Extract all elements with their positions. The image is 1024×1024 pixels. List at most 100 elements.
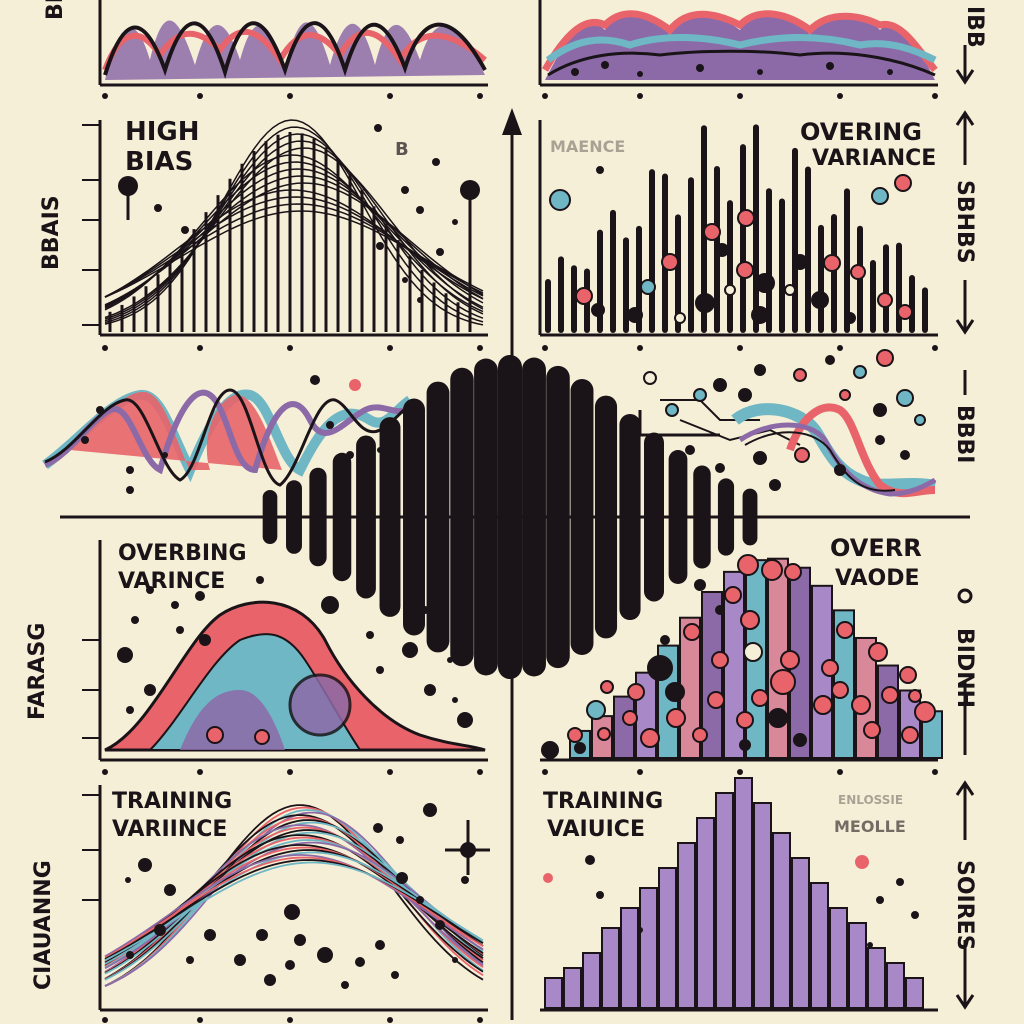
scatter-circles xyxy=(541,554,936,759)
panel-training-variance-right: TRAINING VAIUICE ENLOSSIE MEOLLE SOIRES xyxy=(540,777,977,1012)
red-line xyxy=(541,10,938,73)
histogram-bar xyxy=(734,777,753,1009)
side-label: BBAIS xyxy=(39,195,64,270)
bell-curve xyxy=(104,126,484,324)
panel-title-line1: OVERBING xyxy=(118,541,247,566)
scatter-dots xyxy=(102,124,483,351)
scatter-circles xyxy=(643,349,926,491)
panel-overr-vaode: OVERR VAODE BIDNH xyxy=(540,534,977,775)
histogram-bar xyxy=(715,792,734,1009)
panel-title-line2: BIAS xyxy=(125,147,193,177)
histogram-bar xyxy=(905,977,924,1009)
panel-title-line1: OVERING xyxy=(800,118,922,146)
histogram-bar xyxy=(544,977,563,1009)
axis-ticks xyxy=(542,769,938,775)
central-spike-signal xyxy=(262,355,758,679)
histogram-bar xyxy=(772,832,791,1009)
panel-overing-variance-upper: OVERING VARIANCE MAENCE SBHBS xyxy=(538,110,977,351)
bell-curve xyxy=(104,133,484,322)
histogram-bar xyxy=(563,967,582,1009)
panel-top-right: IBB xyxy=(538,0,987,99)
histogram-bar xyxy=(810,882,829,1009)
ink-wave xyxy=(44,388,411,487)
panel-title-line1: TRAINING xyxy=(543,789,663,814)
purple-bubble xyxy=(288,673,352,737)
axis-ticks xyxy=(102,93,483,99)
purple-wave xyxy=(43,389,407,475)
histogram-bar xyxy=(582,952,601,1009)
histogram-bar xyxy=(639,887,658,1009)
bell-curve xyxy=(104,182,484,306)
panel-title-line2: VARIANCE xyxy=(812,146,936,171)
side-label: IBB xyxy=(962,6,987,48)
panel-title-line2: VARIINCE xyxy=(112,817,227,842)
bell-curve xyxy=(104,119,484,326)
bell-curve xyxy=(104,189,484,300)
histogram-bar xyxy=(601,927,620,1009)
histogram-bar xyxy=(753,802,772,1009)
panel-overing-variance-lower: OVERBING VARINCE FARASG xyxy=(25,540,488,775)
side-label: SOIRES xyxy=(952,860,977,951)
panel-top-left: BB xyxy=(43,0,488,99)
histogram-bar xyxy=(877,664,899,760)
panel-title-line2: VARINCE xyxy=(118,569,225,594)
double-arrow-icon xyxy=(957,588,973,755)
y-axis-ticks xyxy=(82,794,100,901)
bell-curve xyxy=(104,210,484,298)
bell-curve xyxy=(104,196,484,298)
faint-label: MAENCE xyxy=(550,137,625,156)
double-arrow-icon xyxy=(955,110,975,335)
axis-ticks xyxy=(102,1017,483,1023)
histogram-bar xyxy=(613,695,635,760)
panel-middle-right: BBBI xyxy=(638,349,977,498)
panel-title-line1: TRAINING xyxy=(112,789,232,814)
scatter-circles xyxy=(549,166,913,324)
histogram-bar xyxy=(696,817,715,1009)
up-arrow-icon xyxy=(502,108,522,135)
y-axis-ticks xyxy=(82,639,100,739)
double-arrow-icon xyxy=(955,45,975,85)
side-label: FARASG xyxy=(25,623,50,720)
side-label: SBHBS xyxy=(952,180,977,264)
faint-label-line2: MEOLLE xyxy=(834,817,906,836)
bell-bars xyxy=(108,132,472,332)
histogram-bar xyxy=(829,907,848,1009)
histogram-bar xyxy=(677,842,696,1009)
histogram-bar xyxy=(867,947,886,1009)
axis-ticks xyxy=(542,345,938,351)
scatter-dots xyxy=(125,803,476,989)
bell-curves xyxy=(104,119,484,326)
panel-training-variance-left: TRAINING VARIINCE CIAUANNG xyxy=(31,785,490,1023)
panel-title-line2: VAODE xyxy=(835,566,920,591)
bell-curve xyxy=(104,854,484,958)
y-axis-ticks xyxy=(82,124,100,326)
side-label: CIAUANNG xyxy=(31,860,56,990)
histogram-bar xyxy=(791,857,810,1009)
bell-curve xyxy=(104,140,484,320)
bell-curve xyxy=(104,804,484,987)
panel-high-bias: HIGH BIAS B BBAIS xyxy=(39,117,488,351)
panel-middle-left xyxy=(42,375,413,494)
histogram-bar xyxy=(620,907,639,1009)
ink-wave-line xyxy=(103,21,487,79)
scatter-dots xyxy=(542,61,938,99)
teal-ribbon xyxy=(731,403,937,492)
panel-title-line1: OVERR xyxy=(830,534,922,562)
histogram-bars xyxy=(544,777,924,1009)
histogram-bar xyxy=(848,922,867,1009)
panel-title-line2: VAIUICE xyxy=(547,817,645,842)
double-arrow-icon xyxy=(955,780,975,1010)
scatter-dots xyxy=(102,576,483,775)
panel-title-line1: HIGH xyxy=(125,117,200,147)
ink-line xyxy=(547,49,936,77)
histogram-bar xyxy=(886,962,905,1009)
histogram-bar xyxy=(701,591,723,759)
teal-line xyxy=(545,34,937,64)
faint-label: B xyxy=(395,139,409,160)
scatter-dots xyxy=(543,855,919,948)
side-label: BB xyxy=(43,0,68,20)
side-label: BBBI xyxy=(952,405,977,464)
bell-curve xyxy=(104,856,484,959)
faint-label-line1: ENLOSSIE xyxy=(838,793,903,807)
